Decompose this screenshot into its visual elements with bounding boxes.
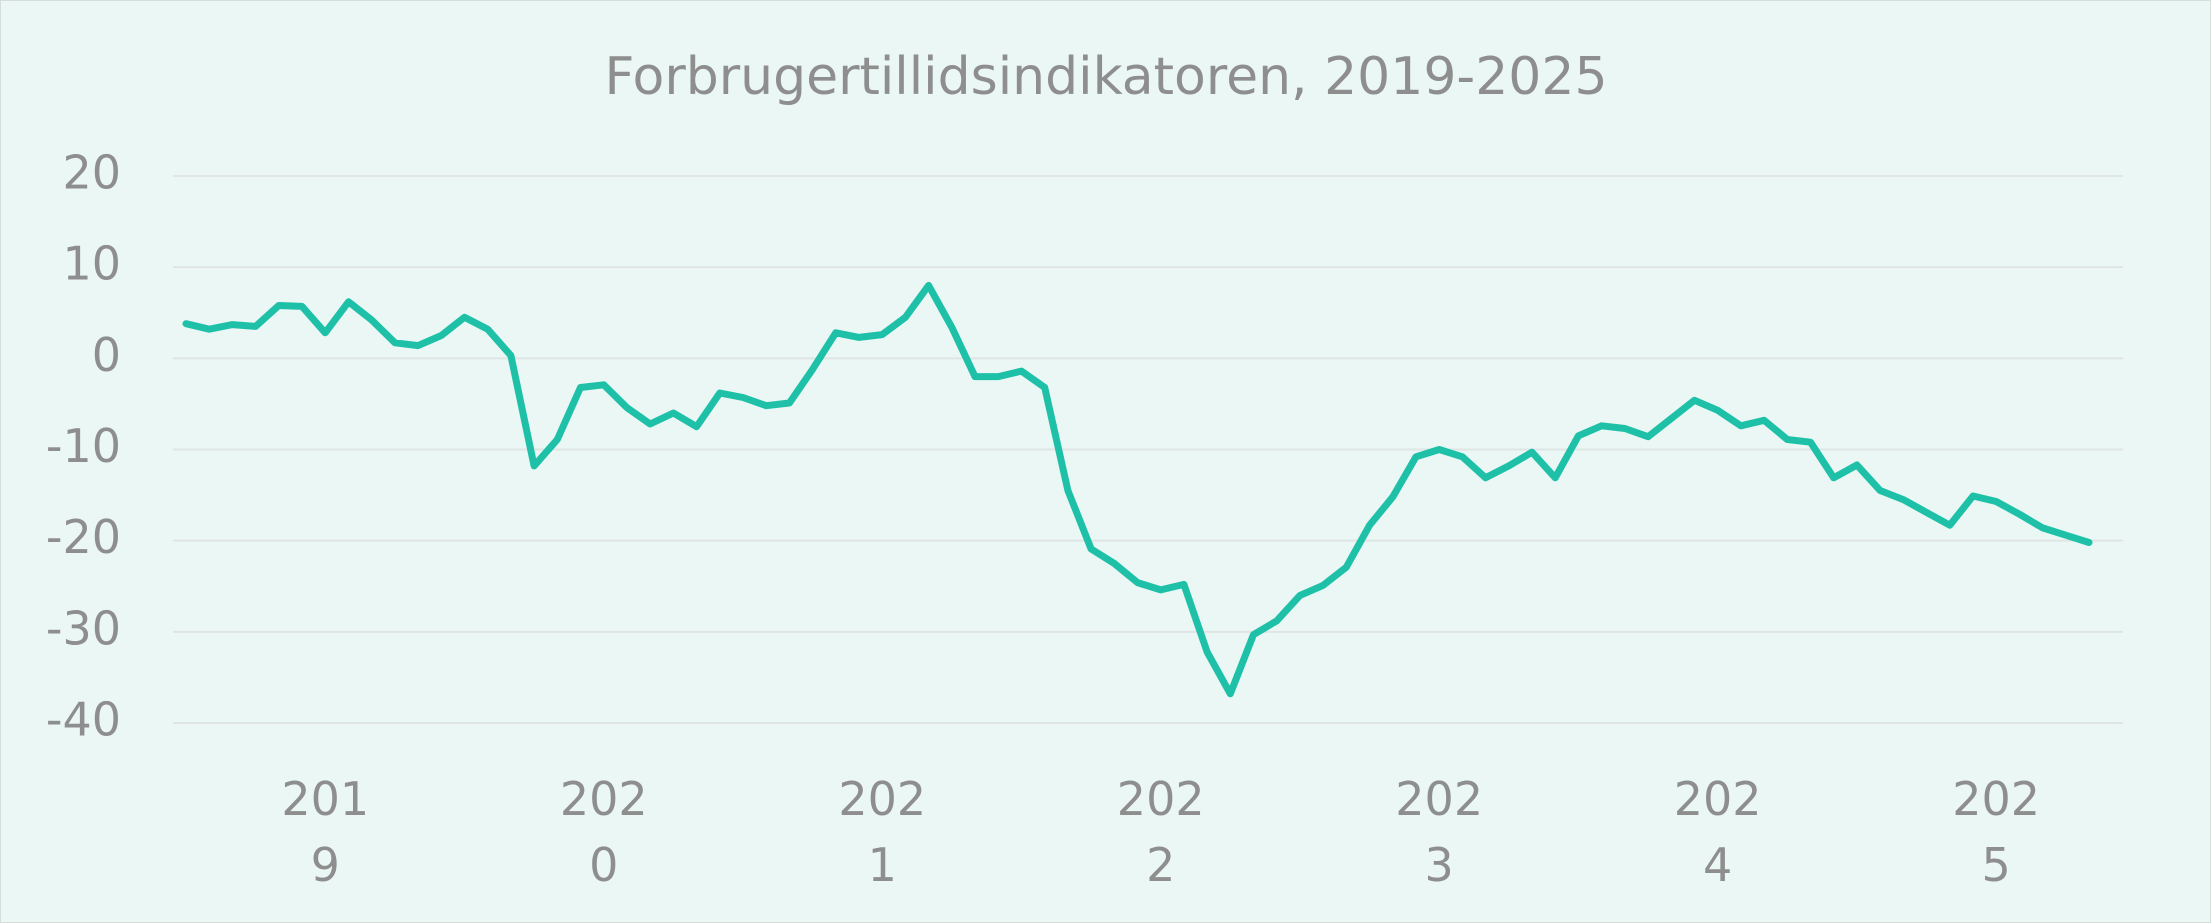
x-tick-label: 2019: [281, 772, 370, 892]
x-tick-label: 2021: [838, 772, 927, 892]
x-tick-label: 2025: [1952, 772, 2041, 892]
y-tick-label: -40: [46, 693, 121, 747]
y-tick-label: -10: [46, 419, 121, 473]
y-tick-label: 20: [62, 146, 121, 200]
line-series: [182, 281, 2093, 698]
y-tick-label: 10: [62, 237, 121, 291]
y-tick-label: 0: [92, 328, 121, 382]
chart-title: Forbrugertillidsindikatoren, 2019-2025: [604, 47, 1607, 107]
x-tick-label: 2023: [1395, 772, 1484, 892]
x-tick-label: 2024: [1673, 772, 1762, 892]
y-tick-label: -30: [46, 601, 121, 655]
x-tick-label: 2020: [559, 772, 648, 892]
y-tick-label: -20: [46, 510, 121, 564]
x-tick-label: 2022: [1116, 772, 1205, 892]
